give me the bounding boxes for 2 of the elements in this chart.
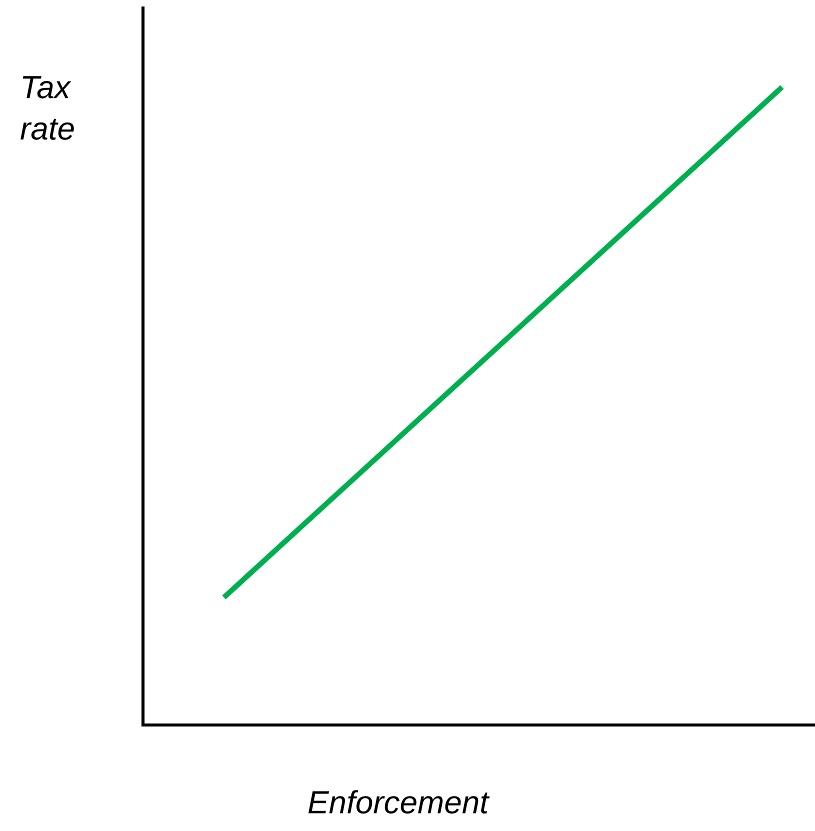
y-axis-title: Tax rate — [20, 76, 74, 140]
x-axis-title: Enforcement — [308, 790, 490, 814]
